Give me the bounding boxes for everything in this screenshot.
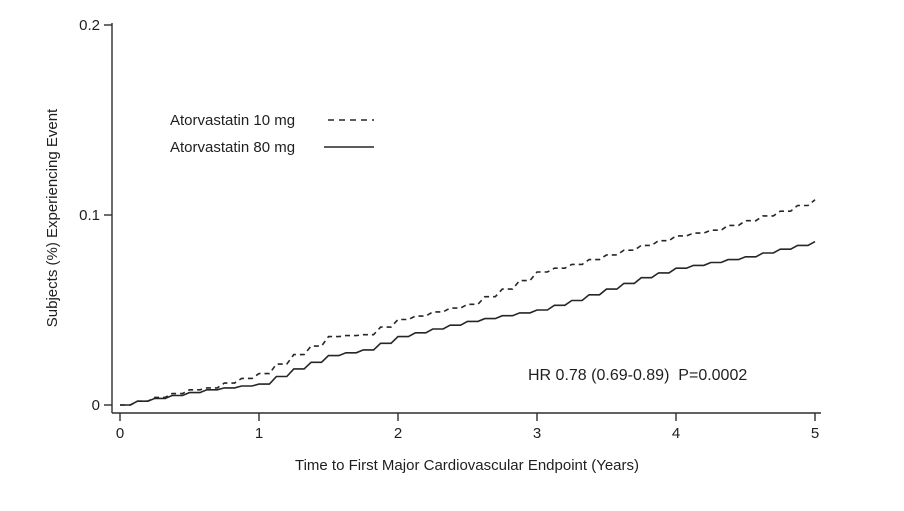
- legend: Atorvastatin 10 mg Atorvastatin 80 mg: [170, 112, 374, 156]
- x-axis-title: Time to First Major Cardiovascular Endpo…: [295, 457, 639, 474]
- series-10mg-line: [120, 199, 816, 406]
- y-axis-title: Subjects (%) Experiencing Event: [44, 108, 61, 327]
- y-tick-label-0.2: 0.2: [79, 17, 100, 34]
- x-tick-label-2: 2: [394, 425, 402, 442]
- x-tick-label-4: 4: [672, 425, 680, 442]
- legend-label-10mg: Atorvastatin 10 mg: [170, 112, 295, 129]
- x-tick-label-5: 5: [811, 425, 819, 442]
- series-80mg-line: [120, 240, 816, 406]
- hr-annotation: HR 0.78 (0.69-0.89) P=0.0002: [528, 367, 747, 384]
- x-tick-label-1: 1: [255, 425, 263, 442]
- y-tick-label-0.1: 0.1: [79, 207, 100, 224]
- x-tick-label-3: 3: [533, 425, 541, 442]
- x-tick-label-0: 0: [116, 425, 124, 442]
- legend-label-80mg: Atorvastatin 80 mg: [170, 139, 295, 156]
- y-tick-label-0: 0: [92, 397, 100, 414]
